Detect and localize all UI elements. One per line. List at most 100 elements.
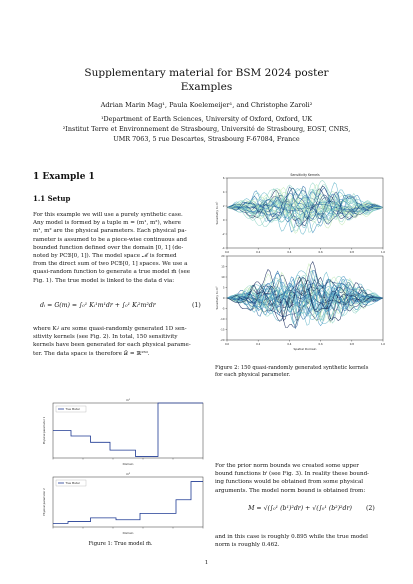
paragraph-norm-bounds: For the prior norm bounds we created som… [215,462,387,495]
kernel-panel-1-xtick-label: 0.4 [287,250,291,254]
affiliations: ¹Department of Earth Sciences, Universit… [30,114,383,144]
kernel-panel-1-kernel-line [227,187,383,225]
kernel-panel-2-ytick-label: -5 [222,307,225,311]
kernel-panel-1-kernel-line [227,188,383,226]
kernel-panel-1-kernel-line [227,200,383,215]
kernel-panel-1-xtick-label: 0.6 [319,250,323,254]
true-model-panel-1-true-model-line [53,402,203,457]
equation-1: dᵢ = G(m) = ∫₀¹ Kᵢ¹m¹dr + ∫₀¹ Kᵢ²m²dr [40,302,156,309]
true-model-panel-1-title: m¹ [126,398,131,402]
kernel-panel-2-ytick-label: 0 [223,296,225,300]
paragraph-norm-bounds-line: For the prior norm bounds we created som… [215,463,359,469]
kernel-panel-1-kernel-line [227,195,383,219]
kernel-panel-2-xtick-label: 0.2 [256,342,260,346]
true-model-panel-1-legend-label: True Model [66,407,80,411]
kernel-panel-1-ytick-label: 6 [223,176,225,180]
kernel-panel-1-kernel-line [227,186,383,220]
kernel-panel-2-kernel-line [227,285,383,311]
true-model-panel-1-legend-box [55,405,87,413]
paper-title: Supplementary material for BSM 2024 post… [0,66,413,94]
authors: Adrian Marin Mag¹, Paula Koelemeijer¹, a… [100,101,313,109]
paragraph-norm-bounds-line: arguments. The model norm bound is obtai… [215,487,366,494]
kernel-panel-2-ytick-label: 15 [221,265,225,269]
kernel-panel-1-curves [227,180,383,235]
kernel-panel-1-ylabel: Sensitivity to m¹ [215,202,219,225]
kernel-panel-2-kernel-line [227,277,383,316]
true-model-panel-2-legend-label: True Model [66,481,80,485]
kernel-panel-1-kernel-line [227,188,383,228]
section-heading: 1 Example 1 [33,172,95,182]
figure-1-caption: Figure 1: True model m̄. [88,541,153,547]
paragraph-kernels-line: ter. The data space is therefore 𝒟 = ℝ¹⁵… [33,350,150,357]
true-model-panel-2-ylabel: Physical parameter 2 [42,488,46,516]
true-model-panel-2-legend-box [55,479,87,487]
true-model-panel-1-ylabel: Physical parameter 1 [42,416,46,444]
paragraph-kernels-line: sitivity kernels (see Fig. 2). In total,… [33,334,178,341]
kernel-panel-2-xtick-label: 0.8 [350,342,354,346]
kernel-panel-2-xlabel: Spatial Domain [294,347,317,351]
kernel-panel-1-ytick-label: -4 [222,246,225,250]
kernel-panel-1-xtick-label: 0.0 [225,250,229,254]
true-model-panel-2-xlabel: Domain [123,531,134,535]
title-line-2: Examples [180,81,233,93]
kernel-panel-2-ytick-label: 5 [223,286,225,290]
paragraph-kernels: where Kᵢʲ are some quasi-randomly genera… [33,325,205,358]
kernel-panel-1-ytick-label: -2 [222,232,225,236]
paragraph-norm-bounds-line: ing functions would be obtained from som… [215,479,364,486]
kernel-panel-2-kernel-line [227,281,383,317]
paragraph-norm-values-line: and in this case is roughly 0.895 while … [215,534,368,540]
kernel-panel-1-xtick-label: 0.2 [256,250,260,254]
kernel-panel-2-ylabel: Sensitivity to m² [215,287,219,310]
equation-1-number: (1) [192,302,201,309]
kernel-panel-1-xtick-label: 0.8 [350,250,354,254]
kernel-panel-1-kernel-line [227,198,383,215]
kernel-panel-2-xtick-label: 0.6 [319,342,323,346]
paragraph-setup-line: noted by PC𝔅[0, 1]). The model space ℳ i… [33,253,177,260]
kernel-panel-2-ytick-label: -20 [220,338,225,342]
paragraph-setup-line: m¹, m² are the physical parameters. Each… [33,228,187,235]
kernel-panel-1-ytick-label: 0 [223,218,225,222]
kernel-panel-2-kernel-line [227,277,383,322]
paragraph-setup-line: bounded function defined over the domain… [33,244,184,251]
kernel-panel-2-kernel-line [227,282,383,311]
kernel-panel-2-ytick-label: -10 [220,317,225,321]
kernel-panel-2-kernel-line [227,284,383,317]
paragraph-setup-line: rameter is assumed to be a piece-wise co… [33,236,187,243]
paragraph-setup-line: For this example we will use a purely sy… [33,212,183,218]
true-model-panel-2-title: m² [126,472,131,476]
kernel-panel-2-kernel-line [227,282,383,320]
true-model-panel-2-true-model-line [53,481,203,524]
kernel-panel-2-kernel-line [227,271,383,326]
kernel-panel-2-ytick-label: 10 [221,275,225,279]
kernel-panel-1-kernel-line [227,185,383,224]
kernel-panel-1-ytick-label: 4 [223,190,225,194]
title-line-1: Supplementary material for BSM 2024 post… [84,67,329,79]
kernel-panel-2-xtick-label: 0.0 [225,342,229,346]
kernel-panel-2-xtick-label: 1.0 [381,342,385,346]
figure-2-kernels: Sensitivity Kernels 0.0 0.2 0.4 0.6 0.8 1.0 -4 -… [215,173,385,351]
paragraph-setup-line: quasi-random function to generate a true… [33,269,191,276]
paragraph-kernels-line: kernels have been generated for each phy… [33,342,191,349]
paragraph-setup: For this example we will use a purely sy… [33,211,205,285]
paragraph-kernels-line: where Kᵢʲ are some quasi-randomly genera… [33,326,187,332]
kernel-panel-1-kernel-line [227,196,383,216]
true-model-panel-2-axes-frame [52,476,204,528]
figure-2-caption-line: Figure 2: 150 quasi-randomly generated s… [215,365,369,371]
paragraph-norm-bounds-line: bound functions bⁱ (see Fig. 3). In real… [215,471,370,478]
page-number: 1 [204,560,209,566]
kernel-panel-1-kernel-line [227,192,383,219]
equation-2: M = √(∫₀¹ (b¹)²dr) + √(∫₀¹ (b²)²dr) [248,505,352,512]
kernel-panel-2-kernel-line [227,270,383,324]
paragraph-norm-values-line: norm is roughly 0.462. [215,542,280,549]
figure-2-caption: Figure 2: 150 quasi-randomly generated s… [215,365,390,379]
figure-1-true-model: m¹ True Model Domain Physical parameter 1 m²… [42,398,204,535]
kernel-panel-2-ytick-label: 20 [221,254,225,258]
affiliation-2: ²Institut Terre et Environnement de Stra… [62,125,351,133]
subsection-heading: 1.1 Setup [33,194,71,203]
kernel-panel-2-ytick-label: -15 [220,328,225,332]
paragraph-setup-line: Fig. 1). The true model is linked to the… [33,277,175,284]
kernel-panel-2-curves [227,261,383,330]
paragraph-setup-line: from the direct sum of two PC𝔅[0, 1] spa… [33,261,188,268]
kernel-panel-1-axes-frame [226,177,384,249]
kernel-panel-1-title: Sensitivity Kernels [290,173,320,177]
